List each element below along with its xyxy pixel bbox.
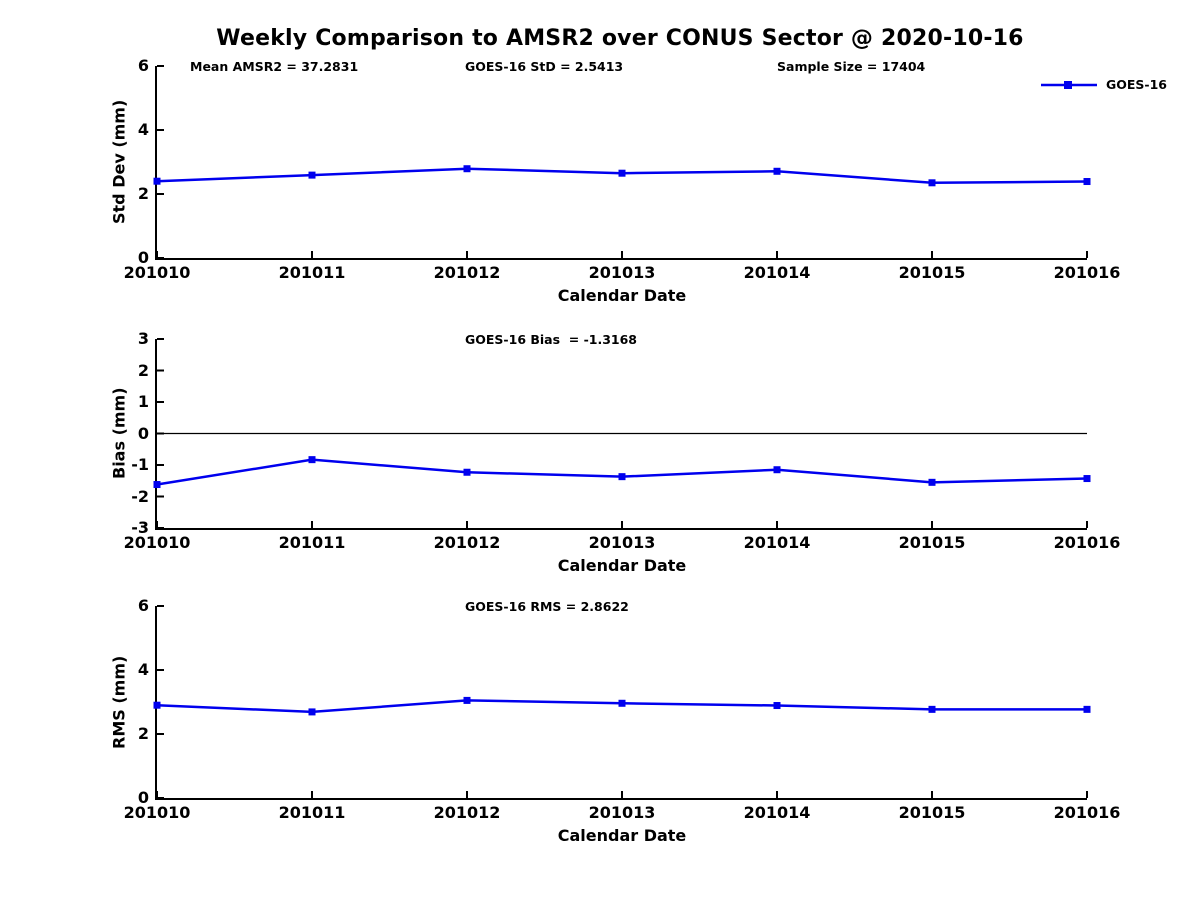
y-tick-label: -1	[131, 455, 149, 474]
stddev-chart: Std Dev (mm) Mean AMSR2 = 37.2831 GOES-1…	[110, 57, 1168, 306]
y-tick-label: 1	[137, 392, 149, 411]
data-point-marker	[618, 169, 626, 177]
y-tick-label: 6	[137, 596, 149, 615]
data-point-marker	[928, 705, 936, 713]
data-point-marker	[463, 468, 471, 476]
data-point-marker	[308, 708, 316, 716]
x-tick-label: 201016	[1053, 263, 1121, 282]
data-point-marker	[618, 699, 626, 707]
y-tick-label: 3	[137, 329, 149, 348]
data-point-marker	[153, 481, 161, 489]
y-tick-label: 0	[137, 248, 149, 267]
y-tick-label: 4	[137, 660, 149, 679]
rms-y-axis-label: RMS (mm)	[109, 655, 129, 749]
legend: GOES-16	[1040, 77, 1167, 92]
stddev-plot-area	[153, 65, 1091, 259]
x-tick-label: 201012	[433, 803, 501, 822]
bias-chart: Bias (mm) GOES-16 Bias = -1.3168 Calenda…	[110, 330, 1121, 576]
rms-plot-area	[153, 605, 1091, 799]
annotation-sample-size: Sample Size = 17404	[777, 59, 926, 74]
x-tick-label: 201015	[898, 533, 966, 552]
series-line-goes-16	[156, 458, 1088, 486]
y-tick-label: 0	[137, 788, 149, 807]
x-tick-label: 201016	[1053, 533, 1121, 552]
x-tick-label: 201013	[588, 803, 656, 822]
rms-x-axis-label: Calendar Date	[557, 826, 687, 845]
data-point-marker	[153, 701, 161, 709]
data-point-marker	[773, 702, 781, 710]
x-tick-label: 201014	[743, 263, 811, 282]
bias-plot-area	[153, 338, 1091, 529]
data-point-marker	[153, 177, 161, 185]
stddev-y-axis-label: Std Dev (mm)	[109, 99, 129, 225]
data-point-marker	[928, 478, 936, 486]
x-tick-label: 201011	[278, 263, 346, 282]
y-tick-label: 6	[137, 56, 149, 75]
x-tick-label: 201010	[123, 533, 191, 552]
data-point-marker	[618, 473, 626, 481]
y-tick-label: 2	[137, 184, 149, 203]
stddev-x-axis-label: Calendar Date	[557, 286, 687, 305]
x-tick-label: 201013	[588, 263, 656, 282]
x-tick-label: 201016	[1053, 803, 1121, 822]
annotation-goes16-rms: GOES-16 RMS = 2.8622	[465, 599, 629, 614]
rms-chart: RMS (mm) GOES-16 RMS = 2.8622 Calendar D…	[110, 597, 1121, 846]
x-tick-label: 201013	[588, 533, 656, 552]
data-point-marker	[928, 179, 936, 187]
data-point-marker	[463, 696, 471, 704]
data-point-marker	[1083, 475, 1091, 483]
data-point-marker	[463, 165, 471, 173]
x-tick-label: 201012	[433, 533, 501, 552]
x-tick-label: 201014	[743, 803, 811, 822]
x-tick-label: 201015	[898, 263, 966, 282]
y-tick-label: 2	[137, 724, 149, 743]
x-tick-label: 201014	[743, 533, 811, 552]
y-tick-label: -3	[131, 518, 149, 537]
x-tick-label: 201011	[278, 803, 346, 822]
y-tick-label: 0	[137, 423, 149, 443]
y-tick-label: 4	[137, 120, 149, 139]
data-point-marker	[1083, 178, 1091, 186]
legend-line-sample	[1040, 80, 1097, 89]
x-tick-label: 201012	[433, 263, 501, 282]
annotation-goes16-bias: GOES-16 Bias = -1.3168	[465, 332, 638, 347]
annotation-goes16-std: GOES-16 StD = 2.5413	[465, 59, 624, 74]
y-tick-label: -2	[131, 486, 149, 506]
x-tick-label: 201010	[123, 803, 191, 822]
y-tick-label: 2	[137, 360, 149, 380]
data-point-marker	[308, 171, 316, 179]
x-tick-label: 201011	[278, 533, 346, 552]
data-point-marker	[773, 466, 781, 474]
x-tick-label: 201010	[123, 263, 191, 282]
bias-x-axis-label: Calendar Date	[557, 556, 687, 575]
figure-title: Weekly Comparison to AMSR2 over CONUS Se…	[216, 26, 1024, 51]
data-point-marker	[773, 167, 781, 175]
legend-label: GOES-16	[1105, 77, 1167, 92]
data-point-marker	[1083, 705, 1091, 713]
annotation-mean-amsr2: Mean AMSR2 = 37.2831	[190, 59, 359, 74]
data-point-marker	[308, 456, 316, 464]
x-tick-label: 201015	[898, 803, 966, 822]
